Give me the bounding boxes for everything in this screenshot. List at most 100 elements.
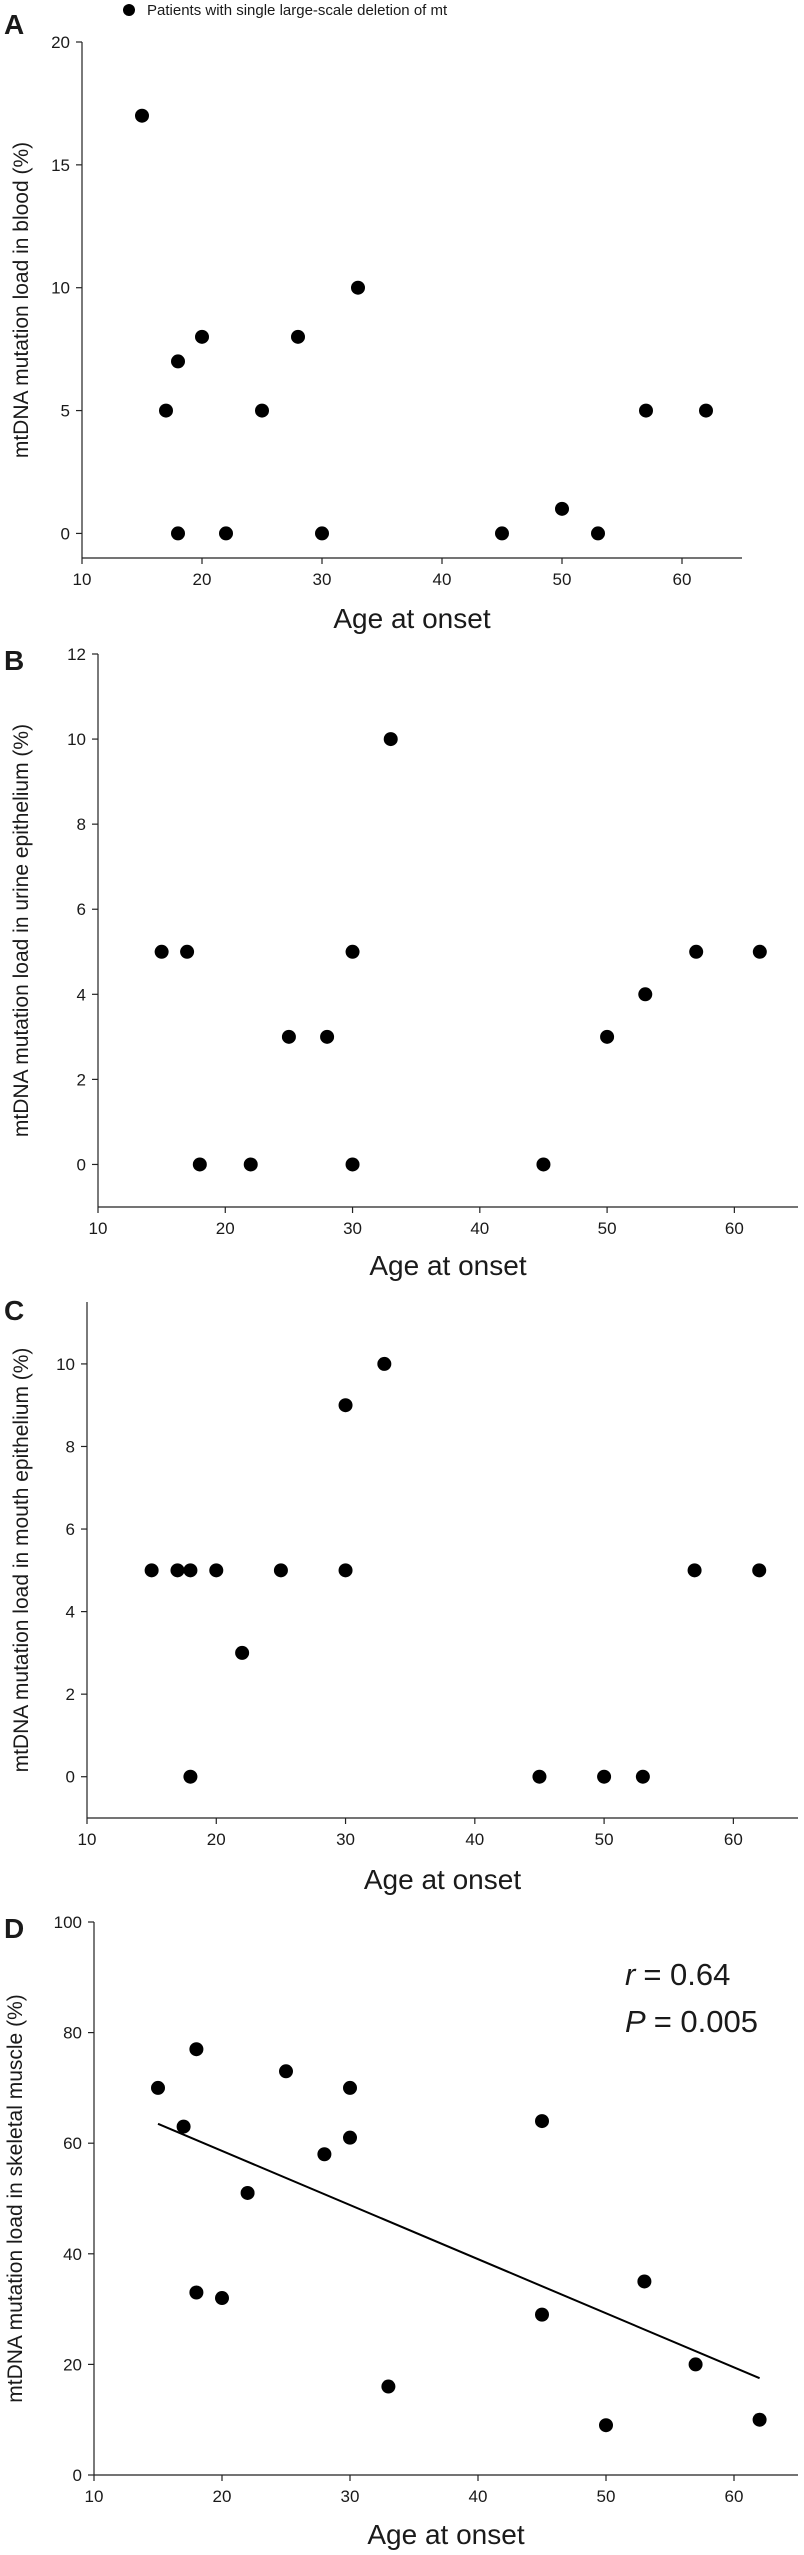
x-tick-label: 20: [193, 570, 212, 589]
data-point: [752, 2412, 767, 2427]
y-tick-label: 6: [77, 900, 86, 919]
data-point: [383, 732, 398, 747]
x-tick-label: 50: [553, 570, 572, 589]
stat-p: P = 0.005: [625, 2004, 758, 2039]
data-point: [752, 1563, 767, 1578]
y-tick-label: 80: [63, 2024, 82, 2043]
data-point: [183, 1769, 198, 1784]
x-axis-label: Age at onset: [364, 1864, 521, 1895]
data-point: [638, 987, 653, 1002]
data-point: [240, 2185, 255, 2200]
panel-a: A 10 20 30 40 50 60 0 5 10 15 20 Age at onset mtDNA m…: [4, 9, 742, 634]
data-point: [189, 2285, 204, 2300]
x-tick-label: 10: [89, 1219, 108, 1238]
data-point: [219, 526, 233, 541]
legend-label: Patients with single large-scale deletio…: [147, 2, 448, 19]
data-point: [535, 2307, 549, 2322]
y-tick-label: 10: [56, 1355, 75, 1374]
data-point: [189, 2042, 204, 2057]
data-point: [591, 526, 605, 541]
data-point: [180, 944, 195, 959]
data-point: [317, 2147, 332, 2162]
data-point: [343, 2130, 357, 2145]
x-tick-label: 30: [343, 1219, 362, 1238]
data-point: [171, 354, 185, 369]
x-tick-label: 10: [73, 570, 92, 589]
y-tick-label: 6: [66, 1520, 75, 1539]
y-axis-label: mtDNA mutation load in blood (%): [10, 142, 33, 458]
panel-d: D 10 20 30 40 50 60 0 20 40 60 80 100 Age at onset mtD…: [4, 1913, 798, 2550]
x-axis-label: Age at onset: [367, 2519, 524, 2550]
data-point: [752, 944, 767, 959]
y-tick-label: 20: [63, 2355, 82, 2374]
stat-p-value: = 0.005: [654, 2004, 758, 2039]
data-point: [255, 403, 269, 418]
y-tick-label: 0: [61, 524, 70, 543]
y-tick-label: 20: [51, 33, 70, 52]
y-tick-label: 12: [67, 645, 86, 664]
data-point: [689, 944, 704, 959]
panel-letter: D: [4, 1913, 24, 1944]
y-tick-label: 5: [61, 402, 70, 421]
data-point: [599, 2418, 613, 2433]
data-point: [159, 403, 173, 418]
data-point: [279, 2064, 293, 2079]
data-point: [215, 2291, 229, 2306]
x-axis-label: Age at onset: [369, 1250, 526, 1281]
data-point: [195, 329, 209, 344]
data-point: [243, 1157, 258, 1172]
y-axis-label: mtDNA mutation load in mouth epithelium …: [10, 1348, 33, 1773]
data-point: [687, 1563, 702, 1578]
data-point: [291, 329, 305, 344]
x-tick-label: 20: [207, 1830, 226, 1849]
data-point: [495, 526, 509, 541]
x-axis-label: Age at onset: [333, 603, 490, 634]
data-point: [688, 2357, 703, 2372]
data-point: [281, 1029, 296, 1044]
x-tick-label: 60: [724, 1830, 743, 1849]
data-point: [144, 1563, 159, 1578]
data-point: [320, 1029, 335, 1044]
data-point: [273, 1563, 288, 1578]
y-tick-label: 10: [67, 730, 86, 749]
data-point: [597, 1769, 612, 1784]
data-point: [635, 1769, 650, 1784]
data-point: [345, 1157, 360, 1172]
x-tick-label: 30: [336, 1830, 355, 1849]
y-tick-label: 8: [66, 1437, 75, 1456]
x-tick-label: 40: [470, 1219, 489, 1238]
stat-r: r = 0.64: [625, 1957, 730, 1992]
panel-letter: A: [4, 9, 24, 40]
stat-p-symbol: P: [625, 2004, 646, 2039]
x-tick-label: 60: [725, 2487, 744, 2506]
y-tick-label: 4: [77, 985, 86, 1004]
y-tick-label: 2: [77, 1070, 86, 1089]
data-point: [555, 501, 569, 516]
data-point: [600, 1029, 615, 1044]
data-point: [171, 526, 185, 541]
data-point: [377, 1356, 392, 1371]
data-point: [235, 1645, 250, 1660]
stat-r-symbol: r: [625, 1957, 637, 1992]
data-point: [183, 1563, 198, 1578]
data-point: [536, 1157, 551, 1172]
y-tick-label: 8: [77, 815, 86, 834]
data-point: [345, 944, 360, 959]
data-point: [170, 1563, 185, 1578]
x-tick-label: 10: [85, 2487, 104, 2506]
data-point: [381, 2379, 396, 2394]
y-tick-label: 15: [51, 156, 70, 175]
y-tick-label: 0: [73, 2466, 82, 2485]
panel-b: B 10 20 30 40 50 60 0 2 4 6 8 10 12 Age at onset mtDNA …: [4, 645, 798, 1281]
x-tick-label: 40: [433, 570, 452, 589]
data-point: [535, 2114, 549, 2129]
x-tick-label: 40: [469, 2487, 488, 2506]
panel-letter: B: [4, 645, 24, 676]
data-point: [351, 280, 365, 295]
data-point: [154, 944, 169, 959]
data-point: [639, 403, 653, 418]
data-point: [637, 2274, 652, 2289]
data-point: [135, 108, 149, 123]
data-point: [338, 1398, 353, 1413]
panel-c: C 10 20 30 40 50 60 0 2 4 6 8 10 Age at onset mtDNA mu…: [4, 1295, 798, 1895]
